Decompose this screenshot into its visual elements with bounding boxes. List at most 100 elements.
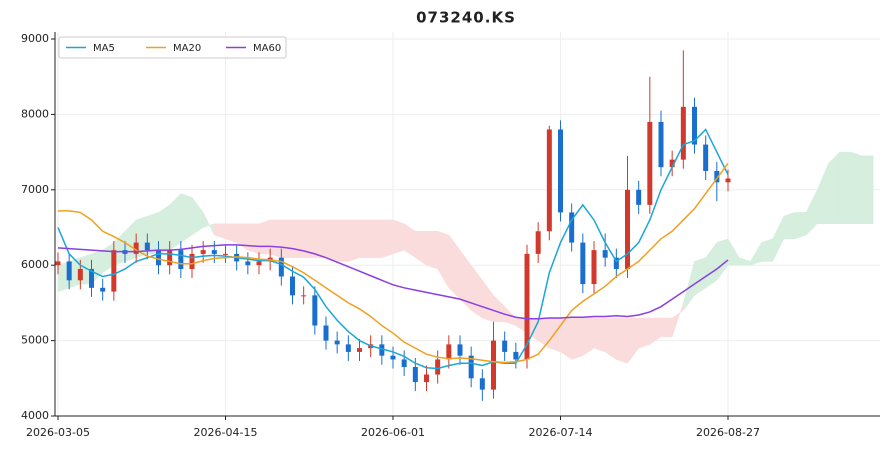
cloud-segment <box>247 223 260 255</box>
cloud-segment <box>448 234 461 300</box>
cloud-segment <box>191 196 204 236</box>
ma-line <box>58 162 729 364</box>
candle-body <box>424 374 429 383</box>
candle-body <box>133 242 139 254</box>
candle-body <box>625 189 630 269</box>
candle-body <box>558 129 563 213</box>
candle-body <box>412 366 418 383</box>
cloud-segment <box>772 216 785 262</box>
candle-body <box>435 359 441 375</box>
cloud-segment <box>694 257 706 296</box>
cloud-segment <box>794 212 807 240</box>
candle-body <box>323 325 329 341</box>
candle-body <box>502 340 508 352</box>
candle-body <box>546 129 552 232</box>
candle-body <box>77 268 83 281</box>
chart-title: 073240.KS <box>416 9 516 27</box>
cloud-segment <box>616 317 628 364</box>
candle-body <box>513 351 519 360</box>
ma-line <box>57 128 729 370</box>
candle-body <box>524 253 530 360</box>
x-tick-label: 2026-08-27 <box>696 426 760 439</box>
candle-body <box>535 231 541 254</box>
cloud-segment <box>627 317 639 364</box>
cloud-segment <box>415 231 427 266</box>
cloud-segment <box>571 317 584 360</box>
cloud-segment <box>292 219 304 258</box>
cloud-segment <box>638 317 651 349</box>
cloud-segment <box>169 192 182 251</box>
candle-body <box>636 189 642 205</box>
candle-body <box>390 355 396 360</box>
candle-body <box>278 257 284 277</box>
candle-body <box>357 348 362 352</box>
cloud-segment <box>750 241 762 266</box>
legend-label: MA20 <box>173 43 201 54</box>
plot-front <box>55 50 731 401</box>
x-tick-label: 2026-07-14 <box>529 426 593 439</box>
cloud-segment <box>805 189 818 236</box>
cloud-segment <box>839 151 852 224</box>
cloud-segment <box>482 279 494 323</box>
candle-body <box>457 344 463 356</box>
candle-body <box>491 340 496 390</box>
candle-body <box>89 268 94 288</box>
candle-body <box>245 261 251 266</box>
candle-body <box>312 295 318 326</box>
cloud-segment <box>258 219 271 255</box>
cloud-segment <box>783 212 796 240</box>
candle-body <box>156 250 161 266</box>
candle-body <box>669 159 675 168</box>
cloud-segment <box>861 155 874 224</box>
cloud-segment <box>437 230 450 289</box>
candle-body <box>211 250 217 254</box>
cloud-segment <box>202 212 215 236</box>
cloud-segment <box>281 219 293 258</box>
candle-body <box>613 257 619 269</box>
cloud-segment <box>269 219 282 259</box>
candle-body <box>334 340 340 345</box>
cloud-segment <box>671 302 684 337</box>
cloud-segment <box>593 317 606 353</box>
candle-body <box>167 250 173 266</box>
legend-label: MA60 <box>253 43 281 54</box>
y-tick-label: 4000 <box>21 409 49 422</box>
cloud-segment <box>828 151 840 224</box>
candle-body <box>66 261 72 281</box>
cloud-segment <box>426 231 438 270</box>
candle-body <box>290 276 295 296</box>
cloud-segment <box>582 317 595 357</box>
candle-body <box>256 261 262 266</box>
cloud-segment <box>325 219 338 262</box>
candle-body <box>580 242 586 285</box>
candle-body <box>692 106 697 145</box>
y-tick-label: 7000 <box>21 183 49 196</box>
candle-body <box>345 344 351 352</box>
cloud-segment <box>549 317 561 353</box>
cloud-segment <box>336 219 349 262</box>
y-tick-label: 5000 <box>21 334 49 347</box>
candle-body <box>602 250 608 258</box>
cloud-segment <box>470 264 483 319</box>
y-tick-label: 9000 <box>21 32 49 45</box>
candle-body <box>223 253 228 255</box>
cloud-segment <box>716 238 729 282</box>
candle-body <box>55 261 61 266</box>
candle-body <box>569 212 575 243</box>
candle-body <box>591 250 597 285</box>
candle-body <box>144 242 150 251</box>
candle-body <box>714 170 720 183</box>
candle-body <box>703 144 709 171</box>
cloud-segment <box>727 237 740 266</box>
candle-body <box>658 121 664 168</box>
candle-body <box>100 287 106 292</box>
cloud-segment <box>850 151 863 224</box>
ma-line <box>57 244 729 320</box>
cloud-segment <box>124 219 137 262</box>
cloud-segment <box>348 219 360 262</box>
candle-body <box>680 106 686 160</box>
candle-body <box>178 250 184 269</box>
candle-body <box>189 253 195 269</box>
legend <box>58 36 287 59</box>
